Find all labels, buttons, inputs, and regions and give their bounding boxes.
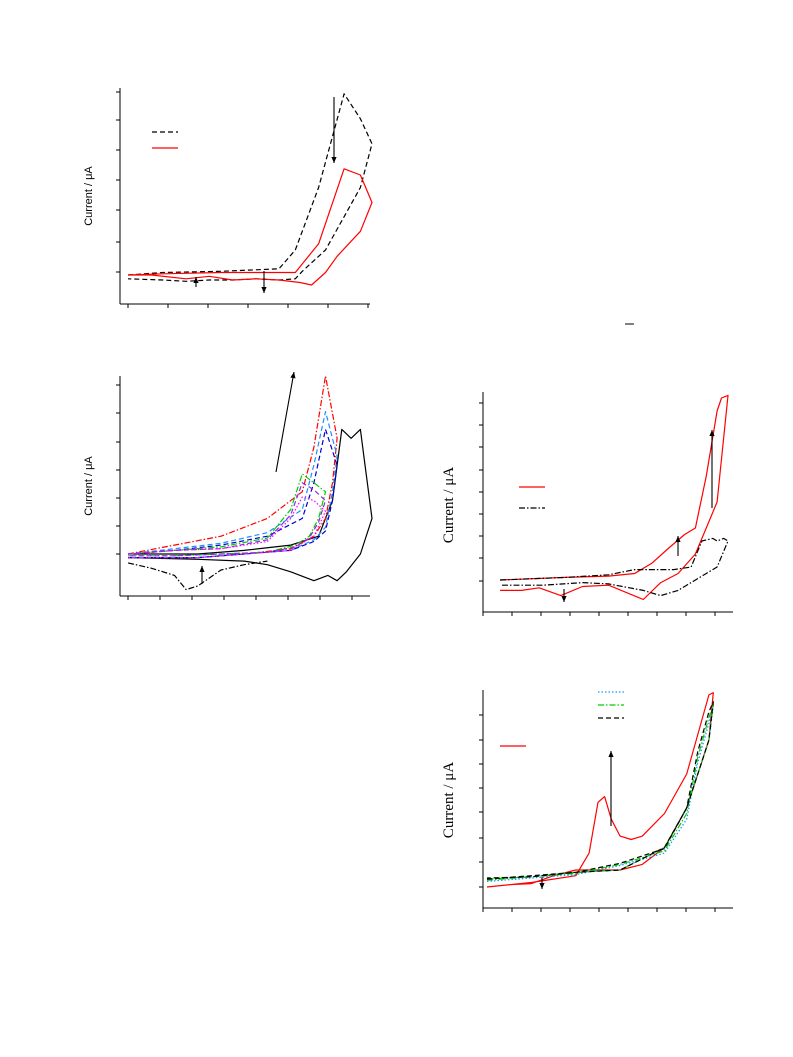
series-line-7: [127, 496, 327, 559]
y-axis-label: Current / μA: [441, 762, 457, 839]
series-line-1: [486, 705, 714, 882]
series-line-0: [486, 691, 714, 888]
trend-arrow-2-up-head: [193, 277, 199, 283]
y-axis-label: Current / μA: [83, 456, 95, 516]
chart-panel-middle-right: Current / μA: [441, 392, 733, 616]
trend-arrow-0-down-head: [331, 157, 337, 163]
series-line-2: [127, 375, 338, 559]
series-line-1: [499, 537, 729, 597]
series-line-1: [127, 168, 373, 286]
trend-arrow-0-shaft: [275, 371, 295, 473]
trend-arrow-0-up-head: [709, 430, 715, 436]
y-axis-label: Current / μA: [83, 166, 95, 226]
chart-panel-bottom-right: Current / μA: [441, 690, 733, 912]
series-line-3: [486, 701, 714, 880]
series-line-2: [486, 703, 714, 881]
trend-arrow-1-up-head: [675, 536, 681, 542]
y-axis-label: Current / μA: [441, 467, 457, 544]
series-line-1: [127, 560, 268, 591]
series-line-0: [127, 93, 373, 282]
trend-arrow-2-down-head: [561, 596, 567, 602]
chart-panel-middle-left: Current / μA: [83, 371, 373, 600]
trend-arrow-0-head: [290, 372, 296, 379]
trend-arrow-0-up-head: [608, 751, 614, 757]
trend-arrow-1-down-head: [261, 287, 267, 293]
chart-panel-top-left: Current / μA: [83, 88, 373, 308]
trend-arrow-1-down-head: [539, 883, 545, 889]
series-line-0: [499, 394, 729, 601]
trend-arrow-1-up-head: [199, 566, 205, 572]
